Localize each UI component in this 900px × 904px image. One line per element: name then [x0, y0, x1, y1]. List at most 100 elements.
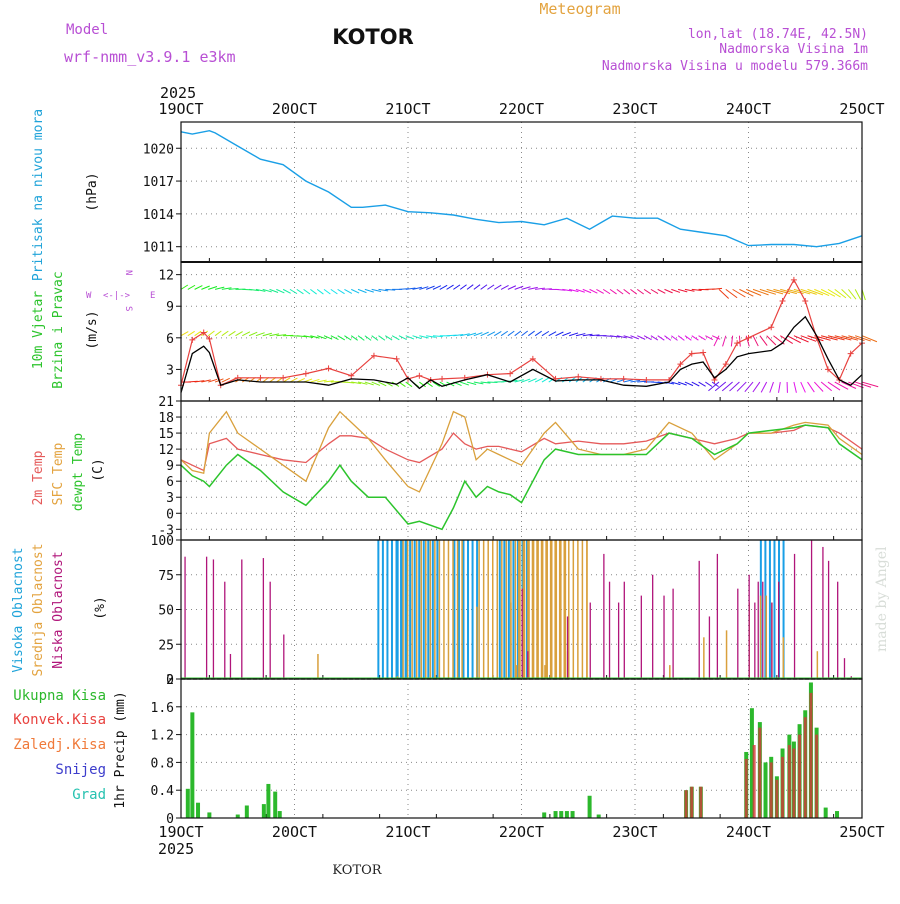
cloud-low-label: Niska Oblacnost: [51, 551, 66, 668]
wind-arrow: [453, 285, 460, 290]
cloud-mid-bar: [416, 540, 418, 679]
wind-arrow: [317, 289, 323, 294]
wind-arrow: [481, 285, 487, 290]
cloud-high-bar: [503, 540, 505, 679]
wind-arrow: [603, 289, 610, 293]
precip-conv-bar: [753, 745, 756, 818]
wind-arrow: [208, 331, 214, 336]
gust-marker: [791, 277, 797, 283]
ytick-label: 25: [158, 638, 174, 653]
wind-arrow: [351, 289, 359, 293]
wind-arrow: [723, 336, 726, 347]
top-date-label: 24OCT: [726, 100, 771, 118]
wind-arrow: [760, 336, 767, 346]
ytick-label: 1.2: [151, 729, 174, 744]
top-date-label: 23OCT: [612, 100, 657, 118]
precip-total-bar: [278, 811, 282, 818]
ytick-label: 1014: [143, 208, 174, 223]
watermark: made by Angel: [874, 546, 890, 652]
cloud-mid-bar: [483, 540, 485, 679]
wind-arrow: [515, 331, 521, 336]
bottom-date-label: 25OCT: [839, 823, 884, 841]
cloud-mid-label: Srednja Oblacnost: [31, 543, 46, 676]
precip-total-bar: [824, 808, 828, 818]
ytick-label: 100: [151, 534, 174, 549]
wind-arrow: [344, 289, 351, 293]
top-date-label: 25OCT: [839, 100, 884, 118]
ytick-label: 0: [166, 812, 174, 827]
panel-frames: [181, 122, 862, 818]
cloud-low-bar: [641, 596, 642, 679]
compass-glyph: <-|->: [103, 291, 131, 301]
compass-east: E: [150, 291, 155, 301]
bottom-year: 2025: [158, 840, 194, 858]
precip-conv-bar: [770, 762, 773, 818]
cloud-high-bar: [499, 540, 501, 679]
cloud-low-bar: [213, 559, 214, 679]
compass-north: N: [123, 270, 133, 275]
cloud-high-bar: [436, 540, 438, 679]
wind-arrow: [392, 336, 399, 340]
meteogram-label: Meteogram: [539, 0, 620, 18]
cloud-mid-bar: [817, 651, 819, 679]
cloud-mid-bar: [506, 540, 508, 679]
precip-panel: Ukupna Kisa Konvek.Kisa Zaledj.Kisa Snij…: [13, 673, 839, 827]
cloud-mid-bar: [439, 540, 441, 679]
cloud-mid-bar: [492, 540, 494, 679]
cloud-mid-bar: [425, 540, 427, 679]
wind-arrow: [753, 336, 758, 346]
gust-marker: [768, 324, 774, 330]
precip-conv-bar: [798, 735, 801, 818]
wind-arrow: [644, 289, 651, 293]
wind-arrow: [794, 336, 809, 342]
gust-marker: [700, 350, 706, 356]
cloud-mid-bar: [783, 637, 785, 679]
cloud-mid-bar: [457, 540, 459, 679]
wind-arrow: [474, 285, 480, 290]
gust-marker: [280, 375, 286, 381]
cloud-low-bar: [762, 582, 763, 679]
ytick-label: 50: [158, 604, 174, 619]
precip-total-bar: [245, 805, 249, 818]
cloud-mid-bar: [669, 665, 671, 679]
wind-arrow: [372, 336, 378, 341]
cloud-low-bar: [590, 603, 591, 679]
precip-conv-bar: [745, 759, 748, 818]
cloud-high-bar: [386, 540, 388, 679]
gust-marker: [326, 365, 332, 371]
cloud-mid-bar: [703, 637, 705, 679]
ytick-label: 18: [158, 411, 174, 426]
precip-total-bar: [190, 712, 194, 818]
legend-conv: Konvek.Kisa: [13, 712, 106, 728]
wind-arrow: [658, 336, 665, 341]
cloud-low-bar: [241, 559, 242, 679]
cloud-high-bar: [377, 540, 379, 679]
cloud-low-bar: [771, 603, 772, 679]
cloud-mid-bar: [497, 540, 499, 679]
cloud-mid-bar: [317, 654, 319, 679]
gust-marker: [416, 373, 422, 379]
precip-total-bar: [554, 811, 558, 818]
wind-arrow: [188, 331, 195, 335]
cloud-low-bar: [844, 658, 845, 679]
precip-total-bar: [571, 811, 575, 818]
ytick-label: 9: [166, 300, 174, 315]
cloud-mid-bar: [515, 540, 517, 679]
precip-total-bar: [262, 804, 266, 818]
cloud-low-bar: [794, 554, 795, 679]
precip-conv-bar: [685, 790, 688, 818]
temp-unit: (C): [91, 458, 106, 481]
cloud-mid-bar: [577, 540, 579, 679]
cloud-mid-bar: [501, 540, 503, 679]
precip-total-bar: [588, 796, 592, 818]
ytick-label: 0: [166, 507, 174, 522]
precip-conv-bar: [792, 749, 795, 819]
cloud-mid-bar: [544, 665, 546, 679]
cloud-mid-bar: [478, 540, 480, 679]
ytick-label: 1011: [143, 241, 174, 256]
cloud-low-bar: [663, 596, 664, 679]
